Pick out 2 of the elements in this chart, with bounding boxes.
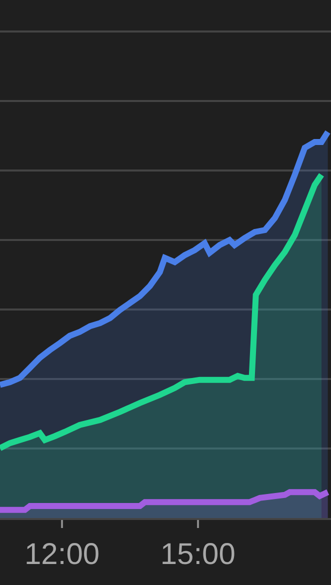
x-tick-label: 12:00	[24, 538, 100, 571]
x-tick-label: 15:00	[160, 538, 236, 571]
